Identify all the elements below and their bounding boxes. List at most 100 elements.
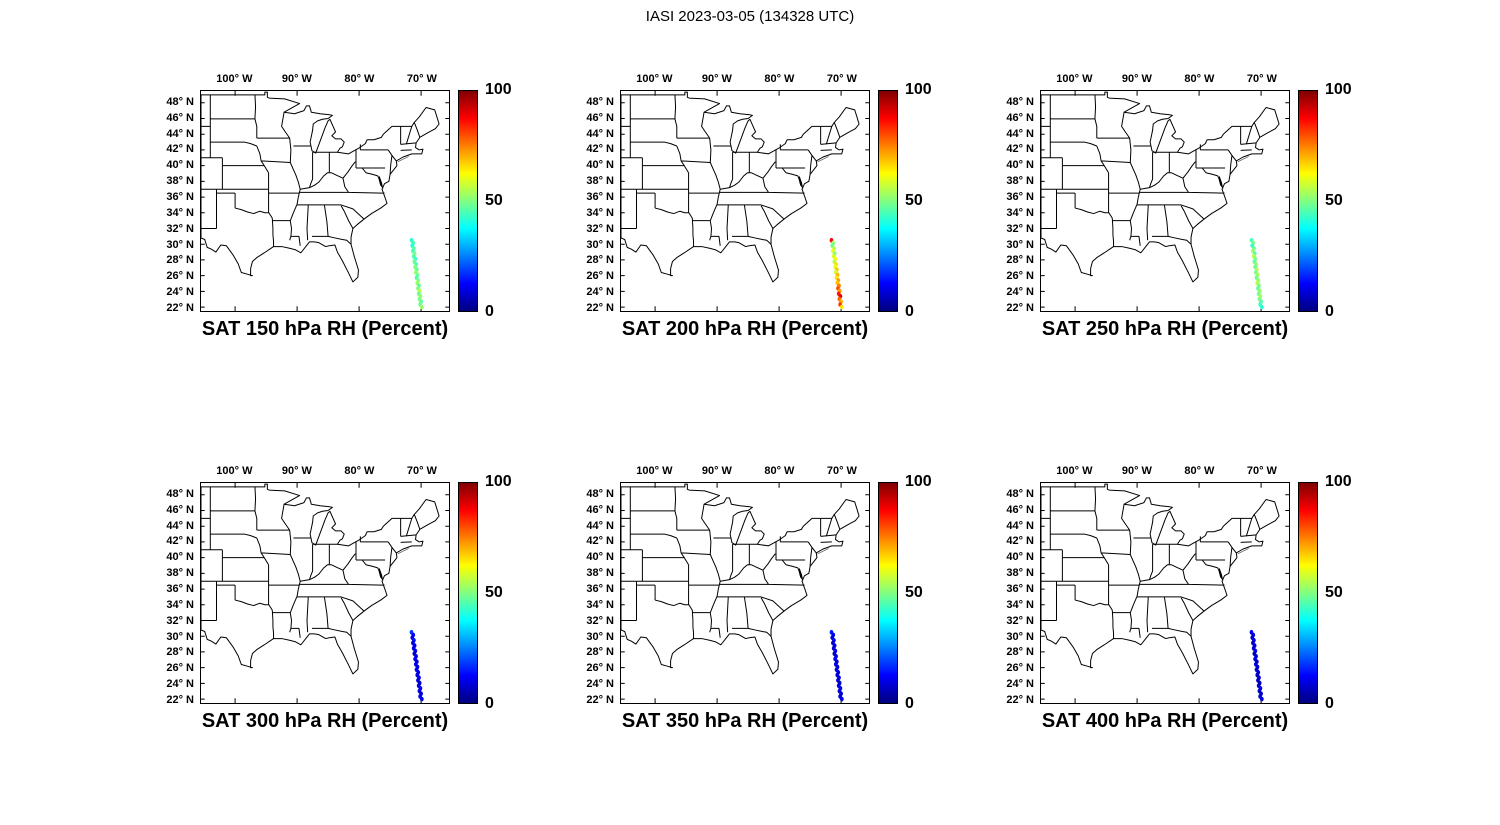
panel-title: SAT 250 hPa RH (Percent)	[1041, 318, 1289, 340]
panel-title: SAT 200 hPa RH (Percent)	[621, 318, 869, 340]
y-tick-label: 46° N	[166, 503, 194, 516]
figure-title: IASI 2023-03-05 (134328 UTC)	[645, 8, 855, 25]
y-tick-label: 30° N	[1006, 630, 1034, 643]
y-tick-label: 22° N	[166, 302, 194, 315]
x-tick-label: 90° W	[1121, 465, 1152, 477]
x-tick-label: 80° W	[764, 73, 795, 85]
x-tick-label: 70° W	[826, 73, 857, 85]
y-tick-label: 26° N	[586, 662, 614, 675]
y-tick-label: 24° N	[586, 678, 614, 691]
y-tick-label: 32° N	[1006, 614, 1034, 627]
y-tick-label: 36° N	[166, 191, 194, 204]
data-point	[1259, 304, 1264, 310]
panel-title: SAT 400 hPa RH (Percent)	[1041, 710, 1289, 732]
y-tick-label: 26° N	[1006, 662, 1034, 675]
map-plot	[620, 482, 870, 704]
us-state-outlines	[1041, 91, 1289, 311]
y-tick-label: 48° N	[586, 95, 614, 108]
x-tick-label: 100° W	[1056, 73, 1093, 85]
y-tick-label: 48° N	[1006, 95, 1034, 108]
colorbar-tick-label: 100	[485, 81, 512, 98]
x-tick-label: 70° W	[1246, 73, 1277, 85]
y-tick-label: 28° N	[166, 254, 194, 267]
y-tick-label: 32° N	[586, 222, 614, 235]
panel-300hpa: SAT 300 hPa RH (Percent) 100° W 90° W 80° …	[140, 452, 580, 752]
y-tick-label: 34° N	[1006, 206, 1034, 219]
y-tick-label: 38° N	[586, 175, 614, 188]
data-point	[839, 696, 844, 702]
y-tick-label: 40° N	[166, 551, 194, 564]
colorbar-tick-label: 50	[905, 192, 923, 209]
colorbar	[1298, 482, 1318, 704]
y-tick-label: 44° N	[166, 519, 194, 532]
y-tick-label: 22° N	[586, 694, 614, 707]
colorbar-tick-label: 100	[485, 473, 512, 490]
y-tick-label: 44° N	[1006, 127, 1034, 140]
y-tick-label: 40° N	[1006, 159, 1034, 172]
map-plot	[620, 90, 870, 312]
y-tick-label: 32° N	[166, 614, 194, 627]
y-tick-label: 36° N	[586, 583, 614, 596]
y-tick-label: 42° N	[1006, 535, 1034, 548]
colorbar-tick-label: 0	[905, 303, 914, 320]
y-tick-label: 38° N	[586, 567, 614, 580]
panel-350hpa: SAT 350 hPa RH (Percent) 100° W 90° W 80° …	[560, 452, 1000, 752]
x-tick-label: 90° W	[701, 73, 732, 85]
panel-title: SAT 300 hPa RH (Percent)	[201, 710, 449, 732]
x-tick-label: 70° W	[1246, 465, 1277, 477]
data-point	[1259, 696, 1264, 702]
panel-400hpa: SAT 400 hPa RH (Percent) 100° W 90° W 80° …	[980, 452, 1420, 752]
y-tick-label: 48° N	[166, 95, 194, 108]
colorbar-tick-label: 0	[485, 303, 494, 320]
y-tick-label: 40° N	[586, 159, 614, 172]
y-tick-label: 44° N	[166, 127, 194, 140]
us-state-outlines	[621, 483, 869, 703]
data-point	[419, 304, 424, 310]
scatter-points	[829, 237, 844, 310]
scatter-points	[1249, 629, 1264, 702]
x-tick-label: 100° W	[636, 465, 673, 477]
x-tick-label: 100° W	[216, 465, 253, 477]
x-tick-label: 70° W	[406, 73, 437, 85]
colorbar-tick-label: 50	[485, 192, 503, 209]
y-tick-label: 26° N	[166, 270, 194, 283]
map-svg	[621, 91, 869, 311]
y-tick-label: 46° N	[1006, 503, 1034, 516]
map-svg	[201, 91, 449, 311]
y-tick-label: 46° N	[586, 111, 614, 124]
y-tick-label: 40° N	[1006, 551, 1034, 564]
x-tick-label: 70° W	[826, 465, 857, 477]
y-tick-label: 38° N	[166, 175, 194, 188]
y-tick-label: 24° N	[166, 678, 194, 691]
y-tick-label: 30° N	[166, 630, 194, 643]
colorbar-tick-label: 0	[905, 695, 914, 712]
panel-250hpa: SAT 250 hPa RH (Percent) 100° W 90° W 80° …	[980, 60, 1420, 360]
y-tick-label: 34° N	[1006, 598, 1034, 611]
us-state-outlines	[201, 91, 449, 311]
y-tick-label: 42° N	[166, 143, 194, 156]
y-tick-label: 44° N	[1006, 519, 1034, 532]
y-tick-label: 24° N	[1006, 678, 1034, 691]
colorbar	[878, 90, 898, 312]
colorbar-tick-label: 100	[905, 81, 932, 98]
y-tick-label: 30° N	[1006, 238, 1034, 251]
colorbar-tick-label: 50	[905, 584, 923, 601]
x-tick-label: 70° W	[406, 465, 437, 477]
y-tick-label: 36° N	[1006, 191, 1034, 204]
colorbar	[458, 482, 478, 704]
data-point	[419, 696, 424, 702]
y-tick-label: 28° N	[1006, 254, 1034, 267]
panel-200hpa: SAT 200 hPa RH (Percent) 100° W 90° W 80° …	[560, 60, 1000, 360]
y-tick-label: 46° N	[1006, 111, 1034, 124]
map-svg	[621, 483, 869, 703]
y-tick-label: 32° N	[586, 614, 614, 627]
y-tick-label: 26° N	[166, 662, 194, 675]
x-tick-label: 80° W	[1184, 73, 1215, 85]
y-tick-label: 48° N	[1006, 487, 1034, 500]
colorbar-tick-label: 50	[485, 584, 503, 601]
y-tick-label: 24° N	[166, 286, 194, 299]
y-tick-label: 34° N	[586, 598, 614, 611]
scatter-points	[829, 629, 844, 702]
y-tick-label: 22° N	[1006, 694, 1034, 707]
